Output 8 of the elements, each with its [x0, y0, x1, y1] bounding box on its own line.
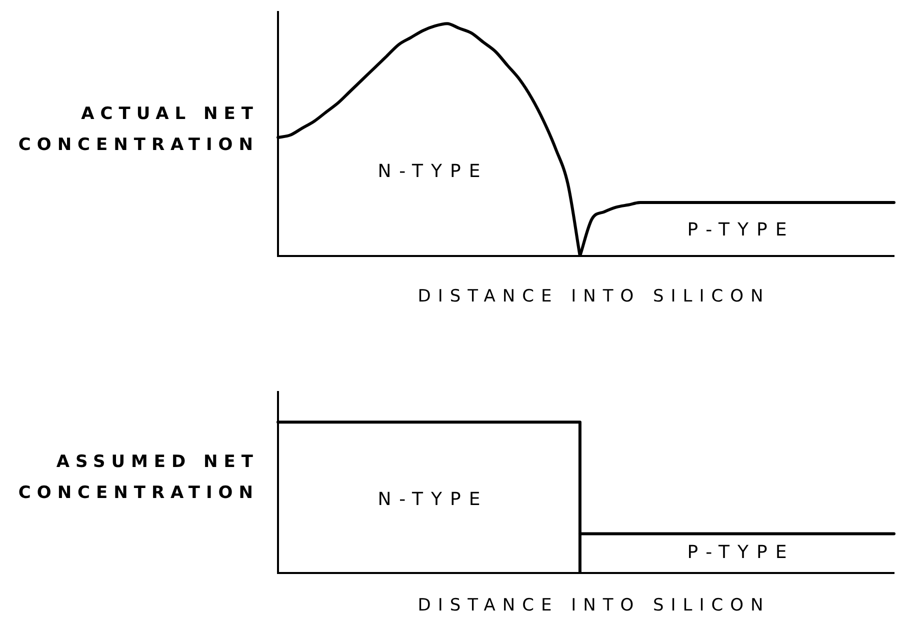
annotation: P-TYPE	[687, 220, 795, 241]
x-axis-title: DISTANCE INTO SILICON	[418, 595, 770, 616]
x-axis-title: DISTANCE INTO SILICON	[418, 286, 770, 306]
y-axis-title: ACTUAL NET CONCENTRATION	[17, 103, 259, 157]
annotation: N-TYPE	[378, 489, 488, 510]
annotation: P-TYPE	[687, 542, 795, 564]
annotation: N-TYPE	[378, 160, 488, 182]
y-axis-title: ASSUMED NET CONCENTRATION	[17, 451, 259, 505]
